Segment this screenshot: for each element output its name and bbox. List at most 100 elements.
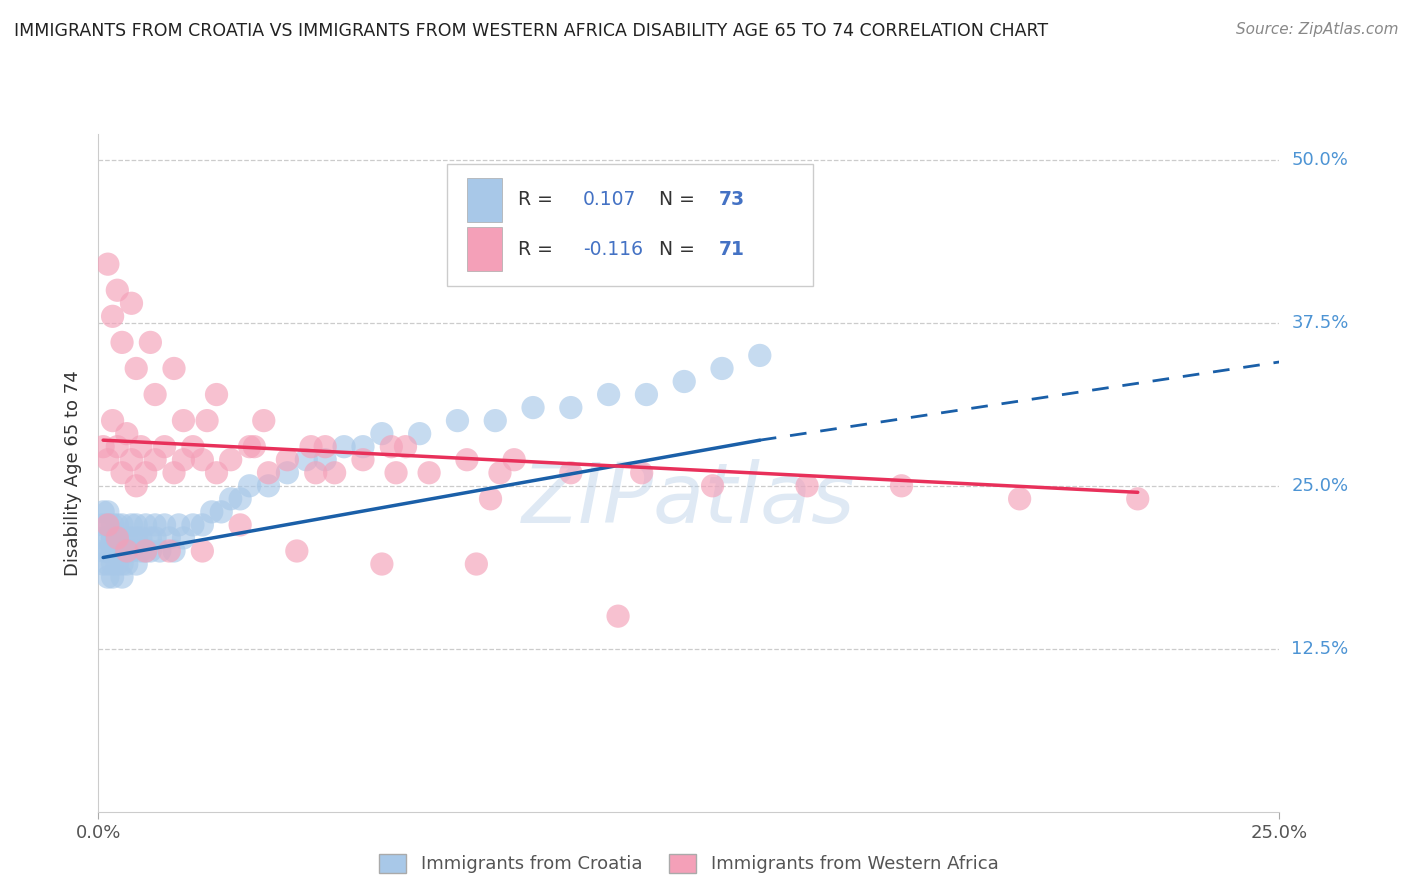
- Point: [121, 296, 143, 310]
- Point: [314, 440, 336, 454]
- Point: [105, 544, 128, 558]
- Point: [394, 440, 416, 454]
- Point: [115, 531, 138, 545]
- Point: [489, 466, 512, 480]
- Point: [201, 505, 224, 519]
- Point: [205, 387, 228, 401]
- Point: [219, 491, 242, 506]
- Point: [371, 426, 394, 441]
- Text: N =: N =: [659, 240, 702, 259]
- Point: [143, 452, 166, 467]
- Point: [97, 570, 120, 584]
- Text: Source: ZipAtlas.com: Source: ZipAtlas.com: [1236, 22, 1399, 37]
- Point: [380, 440, 402, 454]
- Point: [522, 401, 544, 415]
- Point: [91, 505, 114, 519]
- Point: [101, 310, 124, 324]
- Point: [276, 452, 298, 467]
- Point: [157, 544, 180, 558]
- Point: [91, 557, 114, 571]
- Point: [115, 426, 138, 441]
- Point: [135, 544, 157, 558]
- Point: [121, 544, 143, 558]
- Point: [97, 544, 120, 558]
- Text: 50.0%: 50.0%: [1291, 151, 1348, 169]
- Point: [209, 505, 232, 519]
- Point: [115, 544, 138, 558]
- Point: [598, 387, 620, 401]
- Point: [702, 479, 724, 493]
- FancyBboxPatch shape: [447, 164, 813, 286]
- Point: [285, 544, 308, 558]
- Point: [105, 557, 128, 571]
- Point: [111, 517, 134, 532]
- Point: [305, 466, 328, 480]
- Point: [352, 440, 374, 454]
- Point: [139, 335, 162, 350]
- Point: [163, 466, 186, 480]
- Point: [101, 414, 124, 428]
- Point: [101, 544, 124, 558]
- Point: [352, 452, 374, 467]
- Point: [295, 452, 318, 467]
- Text: 71: 71: [718, 240, 744, 259]
- Point: [97, 257, 120, 271]
- Point: [191, 452, 214, 467]
- Point: [135, 544, 157, 558]
- Point: [105, 440, 128, 454]
- Point: [153, 440, 176, 454]
- Point: [503, 452, 526, 467]
- Point: [121, 517, 143, 532]
- Point: [97, 505, 120, 519]
- FancyBboxPatch shape: [467, 178, 502, 222]
- Point: [191, 517, 214, 532]
- Point: [91, 544, 114, 558]
- Point: [630, 466, 652, 480]
- Point: [129, 544, 152, 558]
- Point: [172, 414, 194, 428]
- Point: [111, 570, 134, 584]
- Point: [219, 452, 242, 467]
- Point: [299, 440, 322, 454]
- Point: [105, 531, 128, 545]
- Point: [257, 466, 280, 480]
- Point: [143, 387, 166, 401]
- Point: [276, 466, 298, 480]
- Point: [143, 531, 166, 545]
- Point: [479, 491, 502, 506]
- Point: [748, 348, 770, 362]
- Text: ZIPatlas: ZIPatlas: [522, 459, 856, 541]
- Point: [239, 440, 262, 454]
- Point: [195, 414, 218, 428]
- Point: [711, 361, 734, 376]
- Point: [101, 531, 124, 545]
- Point: [121, 531, 143, 545]
- Point: [97, 517, 120, 532]
- FancyBboxPatch shape: [467, 227, 502, 271]
- Legend: Immigrants from Croatia, Immigrants from Western Africa: Immigrants from Croatia, Immigrants from…: [373, 847, 1005, 880]
- Point: [105, 531, 128, 545]
- Point: [129, 440, 152, 454]
- Point: [111, 335, 134, 350]
- Point: [115, 557, 138, 571]
- Point: [97, 452, 120, 467]
- Point: [1008, 491, 1031, 506]
- Point: [97, 517, 120, 532]
- Point: [163, 361, 186, 376]
- Point: [636, 387, 658, 401]
- Point: [105, 283, 128, 297]
- Text: R =: R =: [517, 240, 558, 259]
- Point: [125, 517, 148, 532]
- Point: [121, 452, 143, 467]
- Point: [229, 491, 252, 506]
- Point: [97, 544, 120, 558]
- Point: [143, 517, 166, 532]
- Text: 0.107: 0.107: [582, 190, 636, 209]
- Point: [371, 557, 394, 571]
- Point: [205, 466, 228, 480]
- Point: [257, 479, 280, 493]
- Point: [191, 544, 214, 558]
- Point: [125, 557, 148, 571]
- Point: [323, 466, 346, 480]
- Point: [135, 517, 157, 532]
